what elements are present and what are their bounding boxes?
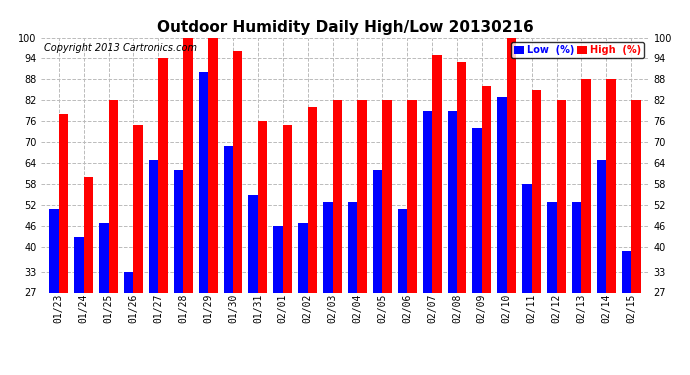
Bar [382, 100, 392, 375]
Bar [448, 111, 457, 375]
Bar [557, 100, 566, 375]
Bar [159, 58, 168, 375]
Bar [298, 223, 308, 375]
Bar [184, 38, 193, 375]
Bar [133, 125, 143, 375]
Bar [432, 55, 442, 375]
Bar [149, 160, 159, 375]
Bar [83, 177, 93, 375]
Bar [572, 202, 582, 375]
Bar [373, 170, 382, 375]
Text: Copyright 2013 Cartronics.com: Copyright 2013 Cartronics.com [44, 43, 197, 52]
Bar [59, 114, 68, 375]
Bar [348, 202, 357, 375]
Bar [522, 184, 531, 375]
Bar [124, 272, 133, 375]
Bar [258, 122, 267, 375]
Bar [357, 100, 367, 375]
Legend: Low  (%), High  (%): Low (%), High (%) [511, 42, 644, 58]
Bar [75, 237, 83, 375]
Bar [582, 80, 591, 375]
Bar [506, 38, 516, 375]
Bar [224, 146, 233, 375]
Bar [423, 111, 432, 375]
Bar [174, 170, 184, 375]
Bar [99, 223, 108, 375]
Bar [607, 80, 615, 375]
Bar [208, 38, 217, 375]
Bar [333, 100, 342, 375]
Bar [397, 209, 407, 375]
Bar [50, 209, 59, 375]
Bar [622, 251, 631, 375]
Title: Outdoor Humidity Daily High/Low 20130216: Outdoor Humidity Daily High/Low 20130216 [157, 20, 533, 35]
Bar [248, 195, 258, 375]
Bar [531, 90, 541, 375]
Bar [308, 107, 317, 375]
Bar [497, 97, 506, 375]
Bar [233, 51, 242, 375]
Bar [273, 226, 283, 375]
Bar [631, 100, 640, 375]
Bar [547, 202, 557, 375]
Bar [482, 86, 491, 375]
Bar [473, 128, 482, 375]
Bar [457, 62, 466, 375]
Bar [597, 160, 607, 375]
Bar [199, 72, 208, 375]
Bar [323, 202, 333, 375]
Bar [283, 125, 293, 375]
Bar [108, 100, 118, 375]
Bar [407, 100, 417, 375]
